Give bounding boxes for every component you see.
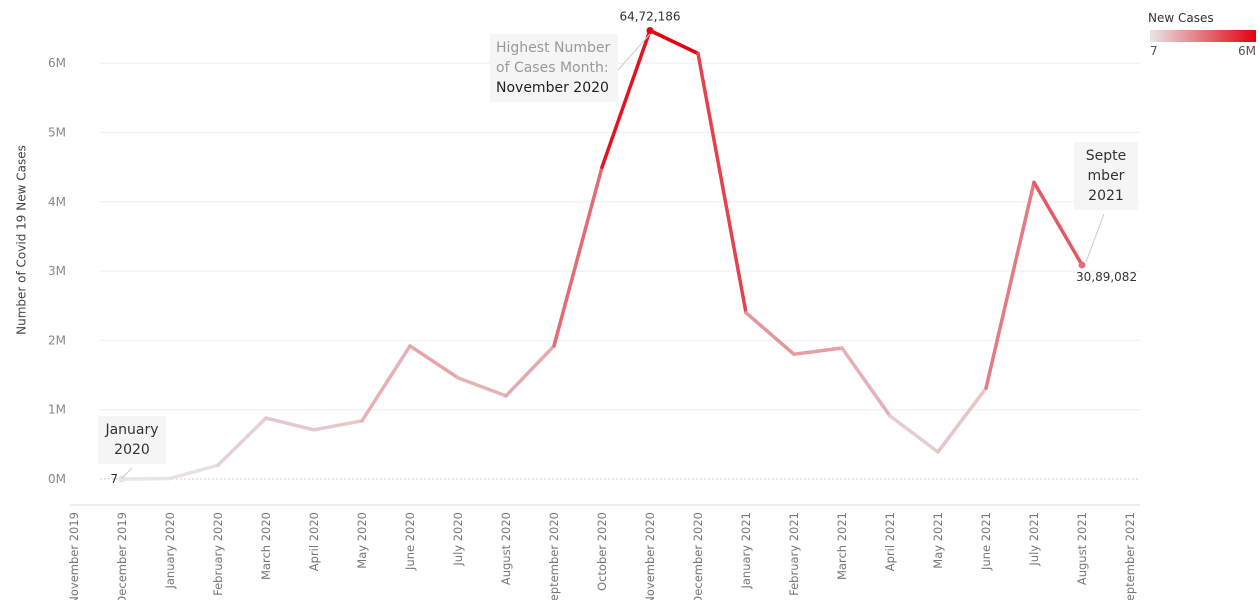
annotation-connector [1085,213,1105,263]
line-segment [936,386,988,454]
line-segment [552,165,604,348]
legend-tick-label: 7 [1150,44,1158,58]
x-tick-label: September 2021 [1123,512,1137,600]
x-tick-label: February 2021 [787,512,801,596]
line-segment [504,344,556,398]
legend-tick-label: 6M [1238,44,1256,58]
annotation-connector [617,33,651,71]
y-axis-title: Number of Covid 19 New Cases [15,145,29,335]
x-tick-label: July 2020 [451,512,465,567]
y-tick-label: 5M [48,126,66,140]
y-tick-label: 2M [48,333,66,347]
x-tick-label: December 2019 [115,512,129,600]
x-tick-label: June 2020 [403,512,417,571]
x-tick-label: March 2020 [259,512,273,580]
annotation-september: September 2021 [1074,142,1138,210]
y-tick-label: 1M [48,403,66,417]
y-tick-label: 3M [48,264,66,278]
x-tick-label: August 2020 [499,512,513,585]
y-tick-label: 6M [48,56,66,70]
x-tick-label: May 2020 [355,512,369,569]
legend-gradient [1150,30,1256,42]
annotation-january: January 2020 [98,416,166,464]
line-segment [984,180,1036,390]
legend-title: New Cases [1148,11,1214,25]
line-segment [264,416,316,432]
data-label: 30,89,082 [1076,270,1137,284]
line-segment [792,346,844,357]
x-tick-label: December 2020 [691,512,705,600]
line-segment [408,344,460,380]
line-segment [360,344,412,423]
x-tick-label: October 2020 [595,512,609,591]
line-segment [648,28,700,56]
line-segment [312,419,364,432]
point [118,475,126,483]
line-segment [456,376,508,398]
y-tick-label: 0M [48,472,66,486]
line-segment [696,51,748,315]
annotation-connector [121,467,133,479]
line-segment [840,346,892,418]
x-tick-label: May 2021 [931,512,945,569]
line-segment [216,416,268,467]
x-tick-label: March 2021 [835,512,849,580]
line-segment [1032,180,1084,267]
line-segment [600,28,652,169]
y-tick-label: 4M [48,195,66,209]
x-tick-label: April 2020 [307,512,321,571]
data-label: 7 [110,472,118,486]
point [1078,261,1086,269]
line-segment [120,476,172,481]
x-tick-label: January 2021 [739,512,753,590]
line-segment [168,463,220,481]
annotation-peak: Highest Number of Cases Month: November 2… [490,34,618,102]
x-tick-label: April 2021 [883,512,897,571]
line-segment [744,310,796,357]
x-tick-label: July 2021 [1027,512,1041,567]
x-tick-label: February 2020 [211,512,225,596]
x-tick-label: November 2020 [643,512,657,600]
x-tick-label: November 2019 [67,512,81,600]
x-tick-label: September 2020 [547,512,561,600]
x-tick-label: June 2021 [979,512,993,571]
line-segment [888,414,940,454]
x-tick-label: January 2020 [163,512,177,590]
x-tick-label: August 2021 [1075,512,1089,585]
data-label: 64,72,186 [619,9,680,23]
point [646,26,654,34]
